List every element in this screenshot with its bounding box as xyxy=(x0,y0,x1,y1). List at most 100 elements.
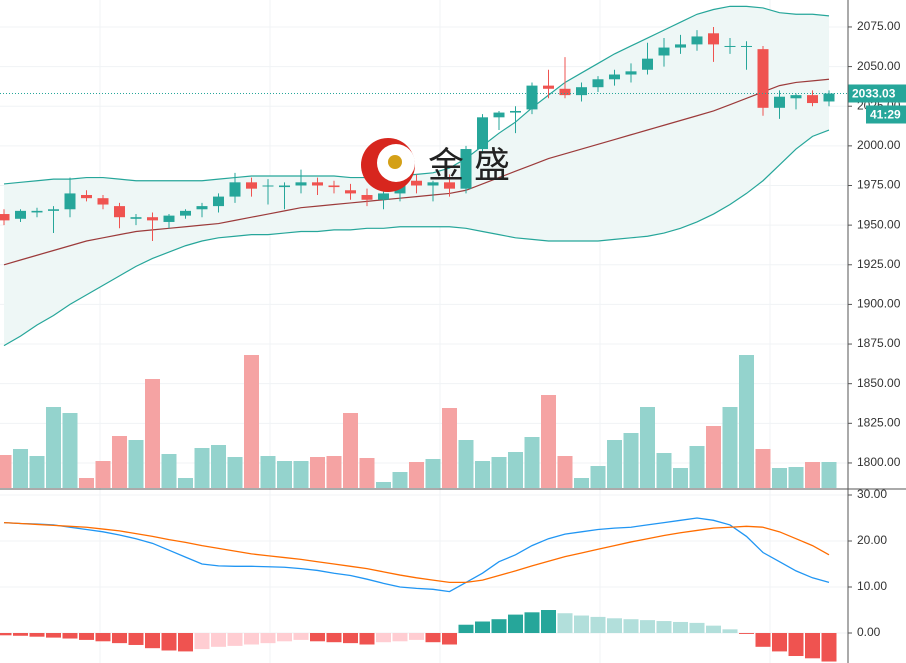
candle-body xyxy=(411,180,422,186)
volume-bar xyxy=(128,440,144,488)
volume-bar xyxy=(227,457,243,488)
candle-body xyxy=(213,196,224,207)
logo: 金 盛 xyxy=(361,138,510,192)
y-tick-label: 30.00 xyxy=(857,487,887,501)
volume-bar xyxy=(29,456,45,488)
volume-bar xyxy=(211,445,226,488)
y-tick-label: 1900.00 xyxy=(857,297,901,311)
last-price-badge xyxy=(848,84,906,103)
volume-bar xyxy=(409,462,424,488)
candle-body xyxy=(444,182,455,189)
histogram-bar xyxy=(640,620,655,634)
volume-bar xyxy=(310,457,325,488)
volume-bar xyxy=(475,461,490,488)
y-tick-label: 1800.00 xyxy=(857,455,901,469)
candle-body xyxy=(757,49,769,108)
candle-body xyxy=(477,117,488,150)
candle-body xyxy=(741,45,752,47)
candle-body xyxy=(312,182,323,186)
volume-bar xyxy=(673,468,688,488)
candle-body xyxy=(576,87,587,96)
candle-body xyxy=(378,193,389,200)
histogram-bar xyxy=(211,633,226,647)
logo-dot xyxy=(388,155,402,169)
histogram-bar xyxy=(359,633,375,645)
volume-bar xyxy=(343,413,358,488)
volume-bar xyxy=(392,472,408,488)
histogram-bar xyxy=(491,619,507,634)
last-price-label: 2033.03 xyxy=(852,87,896,101)
volume-bar xyxy=(260,456,276,488)
histogram-bar xyxy=(227,633,243,646)
candle-body xyxy=(279,185,290,188)
histogram-bar xyxy=(29,633,45,637)
histogram-bar xyxy=(656,621,672,634)
candle-body xyxy=(774,96,785,108)
histogram-bar xyxy=(145,633,160,649)
volume-bar xyxy=(244,355,259,488)
candle-body xyxy=(708,33,719,45)
histogram-bar xyxy=(326,633,342,643)
histogram-bar xyxy=(706,625,721,634)
histogram-bar xyxy=(722,629,738,634)
y-tick-label: 2075.00 xyxy=(857,19,901,33)
candle-body xyxy=(559,88,571,96)
volume-bar xyxy=(590,466,606,488)
volume-bar xyxy=(442,408,457,488)
histogram-bar xyxy=(821,633,837,662)
histogram-bar xyxy=(409,633,424,640)
y-tick-label: 1875.00 xyxy=(857,336,901,350)
volume-bar xyxy=(706,426,721,488)
candle-body xyxy=(609,74,620,80)
histogram-bar xyxy=(293,633,309,640)
histogram-bar xyxy=(458,624,474,634)
candle-body xyxy=(427,182,439,186)
volume-bar xyxy=(0,455,12,488)
y-tick-label: 10.00 xyxy=(857,579,887,593)
volume-bar xyxy=(788,467,804,488)
volume-bar xyxy=(145,379,160,488)
candle-body xyxy=(196,206,208,210)
countdown-badge xyxy=(866,105,906,124)
volume-bar xyxy=(722,407,738,488)
candle-body xyxy=(114,206,125,218)
candle-body xyxy=(345,190,356,194)
volume-bar xyxy=(46,407,61,488)
candle-body xyxy=(31,210,43,213)
histogram-bar xyxy=(541,610,556,634)
histogram-bar xyxy=(772,633,787,652)
volume-bar xyxy=(161,454,177,488)
volume-bar xyxy=(359,458,375,488)
histogram-bar xyxy=(607,618,622,634)
histogram-bar xyxy=(805,633,820,659)
volume-bar xyxy=(491,457,507,488)
macd-line xyxy=(3,517,830,593)
volume-bar xyxy=(524,437,540,488)
histogram-bar xyxy=(79,633,94,640)
volume-bar xyxy=(574,478,589,488)
candle-body xyxy=(526,85,538,110)
candle-body xyxy=(130,217,142,219)
histogram-bar xyxy=(194,633,210,650)
volume-bar xyxy=(805,462,820,488)
y-tick-label: 20.00 xyxy=(857,533,887,547)
candle-body xyxy=(0,214,10,221)
histogram-bar xyxy=(508,614,523,634)
histogram-bar xyxy=(161,633,177,651)
histogram-bar xyxy=(475,621,490,634)
band-line xyxy=(3,129,830,347)
volume-bar xyxy=(755,449,771,488)
histogram-bar xyxy=(62,633,78,639)
candle-body xyxy=(147,217,158,221)
volume-bar xyxy=(178,478,193,488)
candle-body xyxy=(262,185,274,187)
candle-body xyxy=(81,195,92,199)
candle-body xyxy=(658,47,670,56)
volume-bar xyxy=(607,440,622,488)
histogram-bar xyxy=(310,633,325,642)
volume-bar xyxy=(13,449,28,488)
volume-bar xyxy=(458,440,474,488)
y-tick-label: 1950.00 xyxy=(857,217,901,231)
histogram-bar xyxy=(13,633,28,636)
